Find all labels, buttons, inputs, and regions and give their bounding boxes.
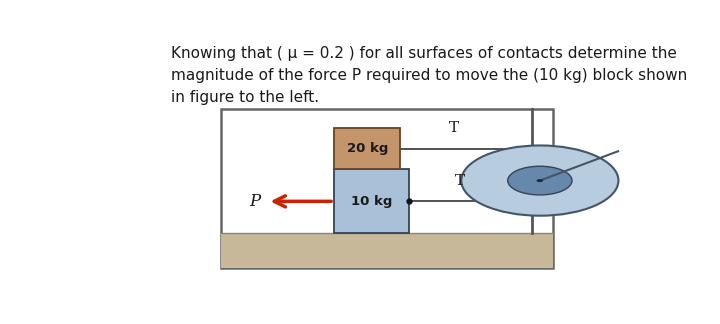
Text: Knowing that ( μ = 0.2 ) for all surfaces of contacts determine the
magnitude of: Knowing that ( μ = 0.2 ) for all surface…: [171, 46, 687, 105]
Circle shape: [508, 166, 572, 195]
Text: 20 kg: 20 kg: [346, 142, 388, 155]
Bar: [334, 169, 409, 233]
Text: T: T: [455, 174, 465, 188]
Text: 10 kg: 10 kg: [351, 195, 392, 208]
Circle shape: [462, 145, 618, 216]
Text: P: P: [249, 193, 260, 210]
Text: T: T: [449, 121, 459, 135]
Circle shape: [536, 179, 543, 182]
Bar: [221, 233, 553, 268]
Bar: [334, 128, 400, 169]
Bar: [221, 109, 553, 268]
